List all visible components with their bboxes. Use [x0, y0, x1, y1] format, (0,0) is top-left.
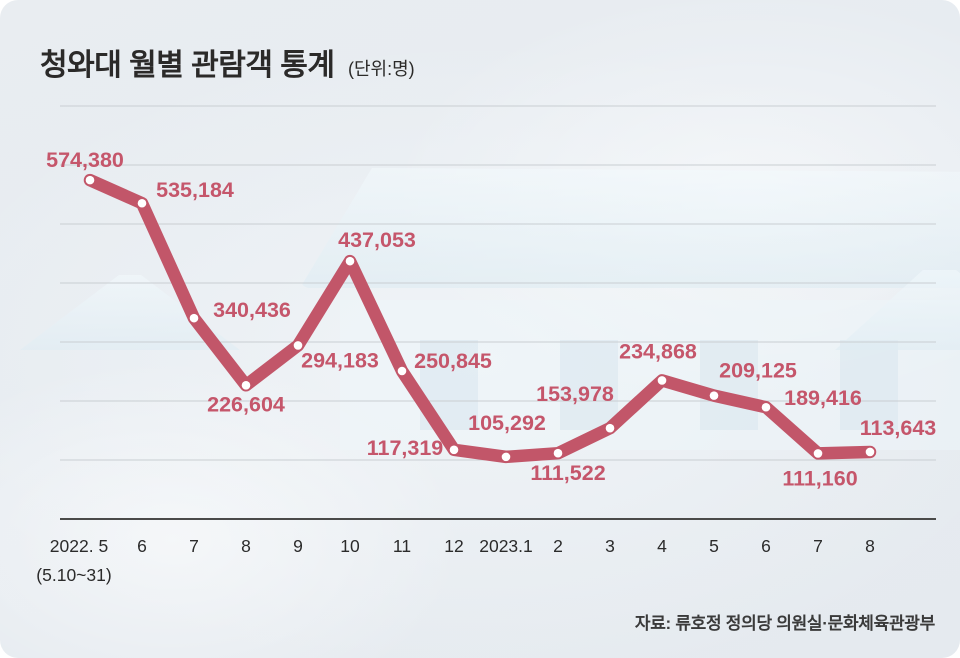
x-tick-label: 7 [189, 536, 199, 556]
x-tick-label: 2 [553, 536, 563, 556]
value-label: 574,380 [46, 148, 124, 172]
value-label: 340,436 [213, 298, 291, 322]
x-tick-label: 10 [340, 536, 360, 556]
x-tick-label: 6 [761, 536, 771, 556]
chart-header: 청와대 월별 관람객 통계 (단위:명) [40, 40, 415, 84]
page-title: 청와대 월별 관람객 통계 [40, 49, 335, 82]
x-tick-label: 2023.1 [479, 536, 533, 556]
x-tick-label: 11 [393, 536, 411, 556]
value-label: 113,643 [860, 416, 937, 440]
data-point-marker [345, 256, 355, 266]
data-point-marker [761, 402, 771, 412]
data-point-marker [397, 366, 407, 376]
value-label: 535,184 [156, 178, 234, 202]
value-label: 226,604 [207, 392, 285, 416]
x-tick-label: 9 [293, 536, 303, 556]
data-point-marker [865, 447, 875, 457]
data-point-marker [605, 423, 615, 433]
x-tick-label: 4 [657, 536, 667, 556]
value-label: 111,160 [782, 466, 857, 490]
data-point-marker [293, 341, 303, 350]
value-label: 209,125 [719, 359, 797, 383]
x-tick-label: 7 [813, 536, 823, 556]
data-point-marker [657, 376, 667, 385]
value-label: 189,416 [784, 386, 862, 410]
data-point-marker [85, 175, 95, 185]
value-label: 437,053 [338, 228, 416, 252]
x-tick-label: 5 [709, 536, 719, 556]
source-note: 자료: 류호정 정의당 의원실·문화체육관광부 [634, 614, 935, 633]
value-label: 234,868 [619, 339, 697, 363]
data-point-marker [241, 381, 251, 390]
data-line [83, 173, 877, 464]
data-point-marker [137, 198, 147, 208]
x-tick-label: 8 [865, 536, 875, 556]
x-tick-label: 6 [137, 536, 147, 556]
data-point-marker [553, 448, 563, 458]
unit-label: (단위:명) [347, 59, 415, 79]
value-label: 294,183 [301, 348, 379, 372]
x-tick-note: (5.10~31) [36, 565, 111, 585]
x-tick-label: 2022. 5 [50, 536, 108, 556]
value-label: 105,292 [468, 411, 546, 435]
data-point-marker [189, 313, 199, 323]
x-tick-label: 3 [605, 536, 615, 556]
data-point-marker [813, 449, 823, 458]
x-tick-label: 12 [444, 536, 463, 556]
data-point-marker [501, 452, 511, 462]
value-label: 153,978 [536, 382, 614, 406]
data-point-marker [449, 445, 459, 455]
data-point-marker [709, 391, 719, 400]
x-tick-label: 8 [241, 536, 251, 556]
value-label: 250,845 [414, 349, 492, 373]
value-label: 111,522 [530, 461, 605, 485]
value-label: 117,319 [367, 436, 444, 460]
